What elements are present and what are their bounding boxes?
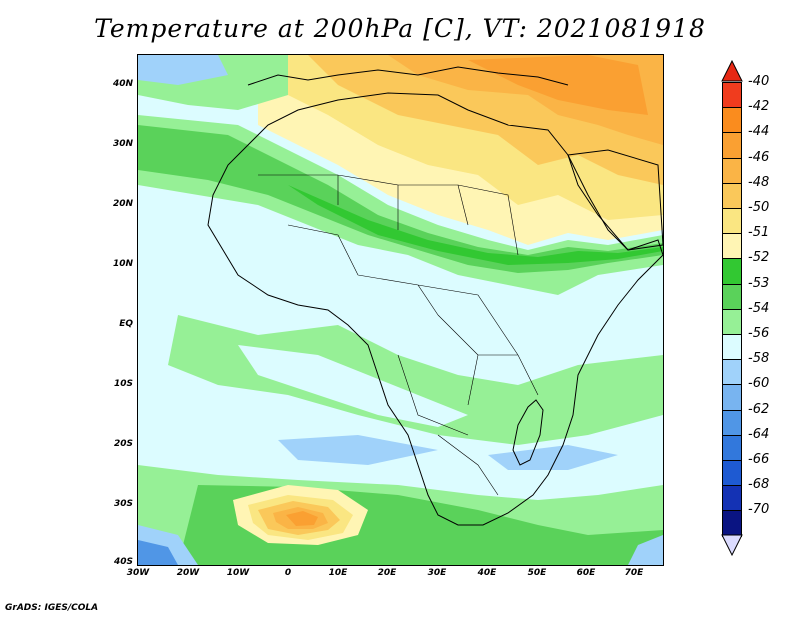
colorbar-swatch [722,233,742,260]
lon-label: 60E [576,568,596,578]
colorbar-label: -68 [748,477,770,493]
field-minus58-south [278,435,438,465]
country-borders [258,174,539,496]
lon-label: 70E [624,568,644,578]
colorbar-swatch [722,409,742,436]
lon-label: 10E [328,568,348,578]
colorbar-swatch [722,182,742,209]
temperature-map [138,55,663,565]
lat-label: 20N [112,199,133,209]
colorbar-label: -40 [748,74,770,89]
lon-label: 40E [477,568,497,578]
colorbar-label: -56 [748,326,770,341]
field-minus44 [468,55,648,115]
field-minus62-sw [138,540,178,565]
colorbar-label: -54 [748,300,770,316]
field-minus58-se [488,445,618,470]
colorbar-swatch [722,308,742,335]
footer-credit: GrADS: IGES/COLA [5,603,99,613]
lat-label: EQ [119,319,133,329]
colorbar-swatch [722,334,742,361]
colorbar-label: -66 [748,452,770,467]
lon-label: 20W [176,568,200,578]
lon-label: 20E [377,568,397,578]
field-minus52 [288,185,663,265]
colorbar-label: -42 [748,99,770,115]
lat-label: 30S [113,499,133,509]
field-minus53 [138,125,663,273]
colorbar-swatch [722,82,742,109]
lon-label: 10W [226,568,250,578]
colorbar-swatch [722,460,742,487]
warm-blob-minus44 [286,511,318,526]
colorbar-swatch [722,283,742,310]
arabia-coastline [567,149,663,251]
lat-label: 10S [113,379,133,389]
lon-label: 50E [527,568,547,578]
colorbar-label: -52 [748,250,770,266]
colorbar-label: -50 [748,200,770,215]
colorbar-swatch [722,157,742,184]
colorbar-label: -53 [748,275,770,291]
africa-coastline [207,92,663,526]
colorbar-swatch [722,107,742,134]
field-minus58-se-corner [628,535,663,565]
colorbar-swatch [722,510,742,537]
colorbar-swatch [722,359,742,386]
lat-label: 30N [112,139,133,149]
colorbar-label: -44 [748,124,770,140]
colorbar-label: -70 [748,502,770,518]
field-minus54-central [168,315,663,445]
colorbar-swatch [722,258,742,285]
field-minus58-nw [138,55,228,85]
colorbar-label: -62 [748,401,770,417]
colorbar-swatch [722,208,742,235]
lon-label: 30E [427,568,447,578]
map-title: Temperature at 200hPa [C], VT: 202108191… [94,14,706,43]
map-plot-area [137,54,664,566]
lon-label: 30W [126,568,150,578]
colorbar-swatch [722,485,742,512]
colorbar-label: -48 [748,174,770,190]
lon-label: 0 [284,568,292,578]
colorbar-label: -60 [748,376,770,392]
madagascar [512,399,544,466]
colorbar-label: -46 [748,149,770,165]
lat-label: 20S [113,439,133,449]
colorbar-label: -58 [748,351,770,367]
colorbar-bottom-arrow [721,534,743,556]
colorbar-label: -64 [748,426,770,442]
europe-coastline [247,66,569,86]
field-minus56-central [238,345,468,427]
colorbar-swatch [722,132,742,159]
lat-label: 40S [113,557,133,567]
colorbar-label: -51 [748,225,770,241]
colorbar-top-arrow [721,60,743,82]
colorbar-swatch [722,384,742,411]
lat-label: 10N [112,259,133,269]
colorbar-swatch [722,434,742,461]
lat-label: 40N [112,79,133,89]
